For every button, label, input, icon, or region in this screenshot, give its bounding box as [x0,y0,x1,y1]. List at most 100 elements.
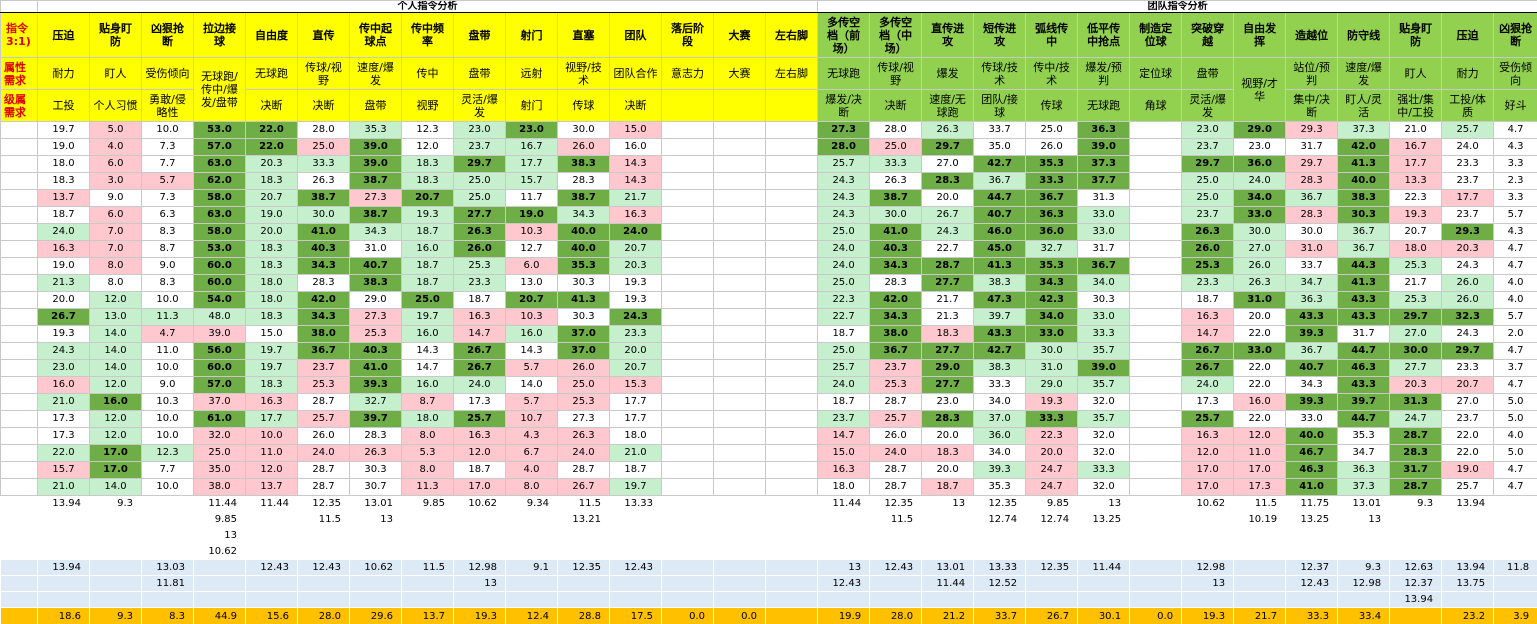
data-cell: 10.0 [245,427,298,445]
data-cell: 29.0 [921,359,975,377]
data-cell: 28.7 [869,393,923,411]
data-cell [764,342,819,360]
data-cell: 18.0 [37,155,90,173]
data-cell: 22.0 [1441,427,1495,445]
data-cell: 22.0 [1233,325,1287,343]
data-cell: 11.0 [141,342,194,360]
section-title: 个人指令分析 [36,0,819,13]
data-cell [661,189,714,207]
data-cell: 47.3 [973,291,1027,309]
summary-cell: 9.85 [193,511,246,528]
column-header: 直传进攻 [921,12,975,58]
data-cell: 46.7 [1285,444,1339,462]
data-cell [661,257,714,275]
data-cell: 28.3 [921,410,975,428]
data-cell: 12.3 [141,444,194,462]
summary-cell [193,575,246,592]
data-cell: 12.0 [89,376,142,394]
data-cell: 25.0 [1025,121,1079,139]
data-cell: 26.3 [921,121,975,139]
data-cell [764,308,819,326]
row: 18.0 6.0 7.7 63.0 20.3 33.3 39.0 18.3 29.7 17.7 38… [0,155,1537,173]
data-cell [661,444,714,462]
summary-cell: 19.3 [1181,607,1234,624]
data-cell: 16.0 [401,240,454,258]
summary-cell [817,543,870,560]
data-cell: 32.0 [1077,427,1131,445]
data-cell: 33.0 [1077,223,1131,241]
summary-cell: 9.3 [89,607,142,624]
corner [0,0,38,13]
data-cell: 28.3 [869,274,923,292]
data-cell: 34.3 [297,308,350,326]
summary-cell [1441,591,1494,608]
summary-cell [609,575,662,592]
data-cell: 20.0 [921,427,975,445]
data-cell: 35.7 [1077,376,1131,394]
data-cell: 28.0 [869,121,923,139]
data-cell: 40.7 [349,257,402,275]
column-header: 压迫 [37,12,90,58]
summary-cell [349,591,402,608]
data-cell: 6.3 [141,206,194,224]
data-cell: 30.3 [349,461,402,479]
data-cell: 24.7 [1389,410,1443,428]
summary-cell [37,527,90,544]
data-cell [764,206,819,224]
summary-cell: 21.7 [1233,607,1286,624]
data-cell: 17.0 [1181,478,1235,496]
attribute: 爆发 [921,57,975,90]
data-cell: 28.3 [557,172,610,190]
column-header: 多传空档（前场） [817,12,871,58]
summary-cell [557,527,610,544]
data-cell: 36.3 [1337,461,1391,479]
data-cell [713,138,766,156]
data-cell: 46.3 [1337,359,1391,377]
row: 13.94 [0,591,1537,608]
data-cell: 5.7 [141,172,194,190]
summary-cell: 13 [921,495,974,512]
data-cell: 30.3 [557,308,610,326]
data-cell [661,308,714,326]
summary-cell [297,527,350,544]
data-cell: 13.3 [1389,172,1443,190]
summary-cell: 12.35 [297,495,350,512]
data-cell: 23.7 [1441,172,1495,190]
summary-cell [609,543,662,560]
summary-cell [141,543,194,560]
data-cell: 5.0 [1493,444,1537,462]
summary-cell [297,543,350,560]
data-cell [1129,189,1183,207]
data-cell: 4.0 [89,138,142,156]
row-gutter [0,410,38,428]
data-cell: 26.3 [297,172,350,190]
data-cell: 17.0 [89,444,142,462]
data-cell: 4.7 [1493,461,1537,479]
data-cell: 18.7 [921,478,975,496]
summary-cell [1025,543,1078,560]
row: 21.3 8.0 8.3 60.0 18.0 28.3 38.3 18.7 23.3 13.0 30… [0,274,1537,292]
data-cell: 42.0 [869,291,923,309]
data-cell: 34.3 [869,257,923,275]
attribute: 耐力 [37,57,90,90]
data-cell: 40.3 [297,240,350,258]
summary-cell [401,543,454,560]
summary-cell [1077,591,1130,608]
data-cell: 30.0 [869,206,923,224]
data-cell: 17.7 [505,155,558,173]
data-cell: 25.3 [1181,257,1235,275]
data-cell: 31.0 [1025,359,1079,377]
attribute: 盯人 [89,57,142,90]
data-cell: 16.3 [1181,427,1235,445]
data-cell: 37.0 [557,342,610,360]
data-cell: 21.0 [37,393,90,411]
data-cell: 31.3 [1077,189,1131,207]
data-cell: 24.0 [453,376,506,394]
summary-cell [973,591,1026,608]
data-cell [661,121,714,139]
data-cell: 30.0 [297,206,350,224]
data-cell: 16.0 [89,393,142,411]
data-cell: 15.7 [505,172,558,190]
data-cell: 13.7 [245,478,298,496]
data-cell: 10.0 [141,478,194,496]
